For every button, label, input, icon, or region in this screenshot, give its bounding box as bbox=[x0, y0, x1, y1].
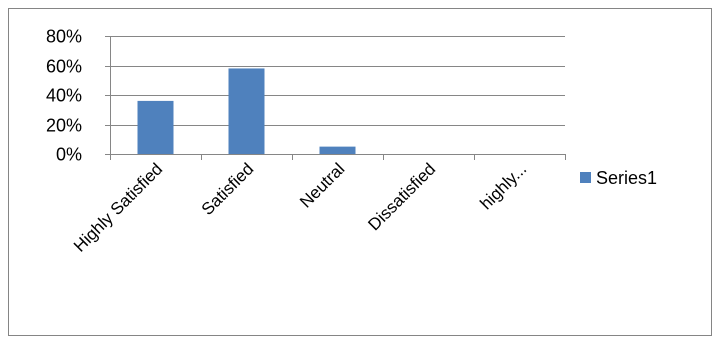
y-tick-label: 60% bbox=[46, 57, 82, 77]
legend-swatch bbox=[580, 172, 591, 183]
axes bbox=[105, 36, 566, 160]
y-tick-label: 0% bbox=[56, 145, 82, 165]
legend-label: Series1 bbox=[596, 168, 657, 188]
chart-border bbox=[8, 8, 712, 336]
gridlines bbox=[110, 36, 565, 126]
bar bbox=[319, 146, 356, 154]
bars bbox=[137, 68, 356, 154]
legend: Series1 bbox=[580, 168, 657, 188]
y-tick-label: 40% bbox=[46, 86, 82, 106]
bar bbox=[228, 68, 265, 154]
y-tick-label: 20% bbox=[46, 116, 82, 136]
bar bbox=[137, 100, 174, 154]
y-tick-label: 80% bbox=[46, 27, 82, 47]
